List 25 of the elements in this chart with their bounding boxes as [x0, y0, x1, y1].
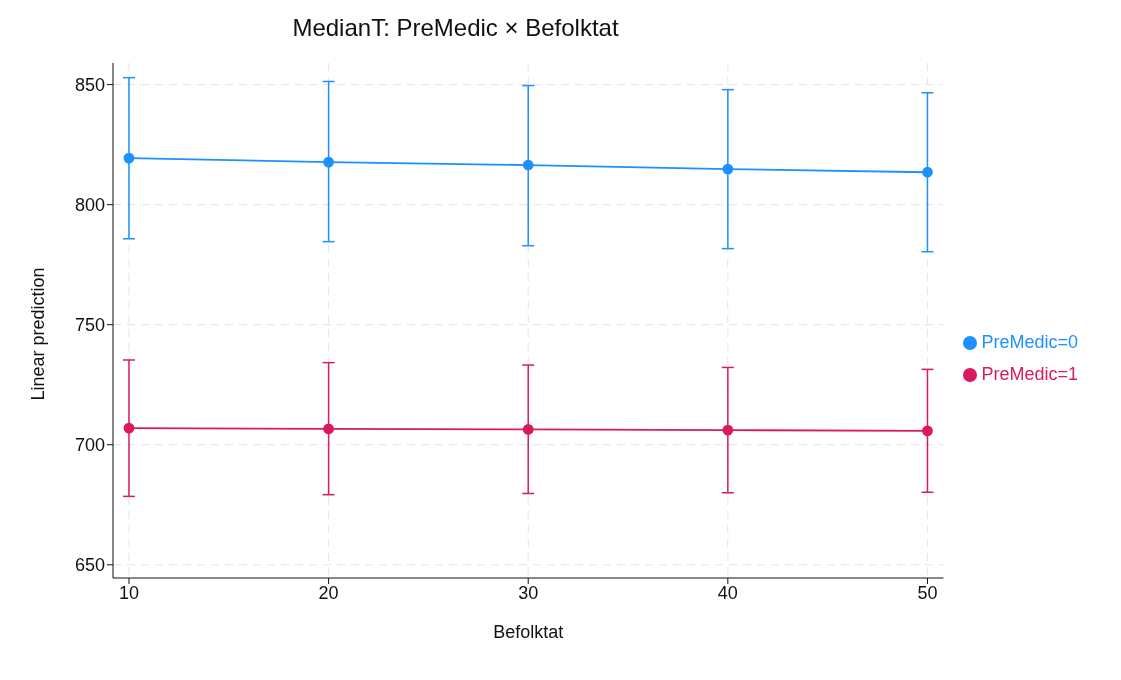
y-tick-label: 750 [74, 315, 105, 336]
point [522, 159, 534, 171]
x-tick-label: 50 [917, 582, 938, 603]
point [922, 425, 933, 437]
y-tick-label: 850 [74, 75, 105, 95]
legend-label: PreMedic=1 [981, 364, 1078, 384]
x-tick-label: 20 [318, 582, 339, 603]
point [722, 163, 734, 175]
x-axis-title: Befolktat [493, 622, 564, 642]
y-tick-label: 800 [74, 195, 105, 216]
point [323, 423, 334, 435]
chart-title: MedianT: PreMedic × Befolktat [291, 13, 620, 43]
point [123, 152, 135, 164]
point [722, 424, 734, 436]
x-tick-label: 30 [518, 582, 539, 603]
y-axis-title: Linear prediction [28, 267, 49, 401]
point [922, 166, 933, 178]
point [323, 156, 334, 168]
y-tick-label: 650 [74, 555, 105, 576]
point [123, 422, 135, 434]
y-tick-label: 700 [74, 435, 105, 456]
x-tick-label: 40 [717, 582, 738, 603]
point [522, 423, 534, 435]
legend-label: PreMedic=0 [981, 332, 1078, 352]
x-tick-label: 10 [118, 582, 139, 603]
